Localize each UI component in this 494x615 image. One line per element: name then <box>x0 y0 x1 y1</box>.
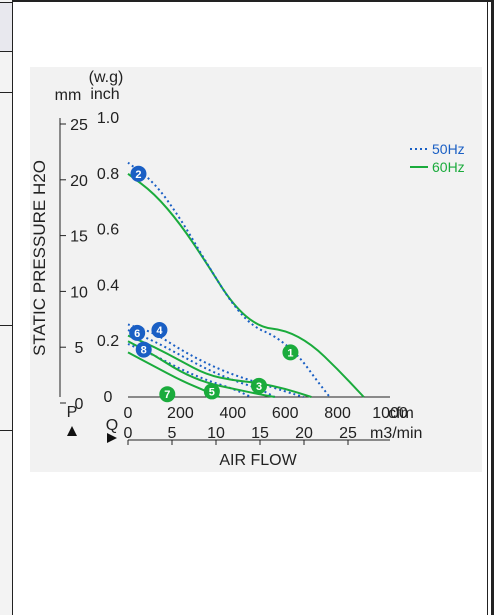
y-mm-tick-label: 15 <box>70 229 88 246</box>
legend-50hz-label: 50Hz <box>432 141 465 157</box>
y-inch-tick-label: 0 <box>104 389 113 406</box>
y-unit-mm: mm <box>55 87 82 104</box>
top-border <box>0 0 494 2</box>
legend-60hz-label: 60Hz <box>432 159 465 175</box>
x-unit-cfm: cfm <box>388 405 414 422</box>
x-m3-tick-label: 25 <box>339 425 357 442</box>
y-mm-tick-label: 5 <box>75 340 84 357</box>
y-unit-inch: inch <box>90 86 119 103</box>
y-inch-tick-label: 0.2 <box>97 333 119 350</box>
chart-background <box>30 67 482 472</box>
x-cfm-tick-label: 600 <box>272 405 299 422</box>
curve-marker-label-2: 2 <box>135 169 141 181</box>
curve-marker-2 <box>130 165 147 182</box>
curve-marker-5 <box>203 383 220 400</box>
y-inch-tick-label: 0.6 <box>97 222 119 239</box>
curve-marker-label-6: 6 <box>134 328 140 340</box>
curve-1-60hz <box>127 172 365 398</box>
curve-marker-label-4: 4 <box>156 325 163 337</box>
y-inch-tick-label: 0.8 <box>97 166 119 183</box>
y-unit-wg: (w.g) <box>89 69 124 86</box>
x-m3-tick-label: 15 <box>251 425 269 442</box>
curve-marker-3 <box>251 377 267 394</box>
curve-marker-label-3: 3 <box>256 381 262 393</box>
q-marker-arrow <box>107 433 117 443</box>
curve-marker-4 <box>151 322 168 339</box>
curve-6-50hz <box>127 329 276 398</box>
y-axis-title: STATIC PRESSURE H2O <box>30 160 49 356</box>
x-cfm-tick-label: 400 <box>219 405 246 422</box>
curve-marker-6 <box>129 324 146 341</box>
left-side-panel <box>0 0 13 615</box>
x-m3-tick-label: 20 <box>295 425 313 442</box>
x-unit-m3: m3/min <box>370 425 422 442</box>
y-mm-tick-label: 10 <box>70 284 88 301</box>
curve-7-60hz <box>127 351 221 398</box>
x-cfm-tick-label: 1000 <box>372 405 408 422</box>
p-marker-arrow <box>67 426 77 436</box>
x-cfm-tick-label: 200 <box>167 405 194 422</box>
curve-marker-label-7: 7 <box>164 389 170 401</box>
right-border <box>491 0 494 615</box>
x-axis-title: AIR FLOW <box>219 452 297 469</box>
curve-marker-1 <box>282 344 299 361</box>
curve-marker-label-5: 5 <box>209 386 215 398</box>
x-m3-tick-label: 10 <box>207 425 225 442</box>
q-marker: Q <box>106 417 118 434</box>
y-mm-tick-label: 25 <box>70 117 88 134</box>
x-m3-tick-label: 5 <box>168 425 177 442</box>
left-panel-divider <box>0 92 12 93</box>
y-mm-tick-label: 20 <box>70 173 88 190</box>
x-m3-tick-label: 0 <box>124 425 133 442</box>
y-inch-tick-label: 1.0 <box>97 110 119 127</box>
curve-marker-label-1: 1 <box>287 347 293 359</box>
left-panel-divider <box>0 430 12 431</box>
curve-marker-label-8: 8 <box>141 345 147 357</box>
curve-marker-8 <box>135 341 152 358</box>
left-panel-divider <box>0 325 12 326</box>
y-mm-tick-label: 0 <box>75 396 84 413</box>
x-cfm-tick-label: 800 <box>324 405 351 422</box>
y-inch-tick-label: 0.4 <box>97 277 119 294</box>
left-panel-header-band <box>0 2 12 52</box>
right-inner-border <box>487 0 488 615</box>
curve-marker-7 <box>159 386 176 403</box>
p-marker: P <box>67 404 78 421</box>
x-cfm-tick-label: 0 <box>124 405 133 422</box>
